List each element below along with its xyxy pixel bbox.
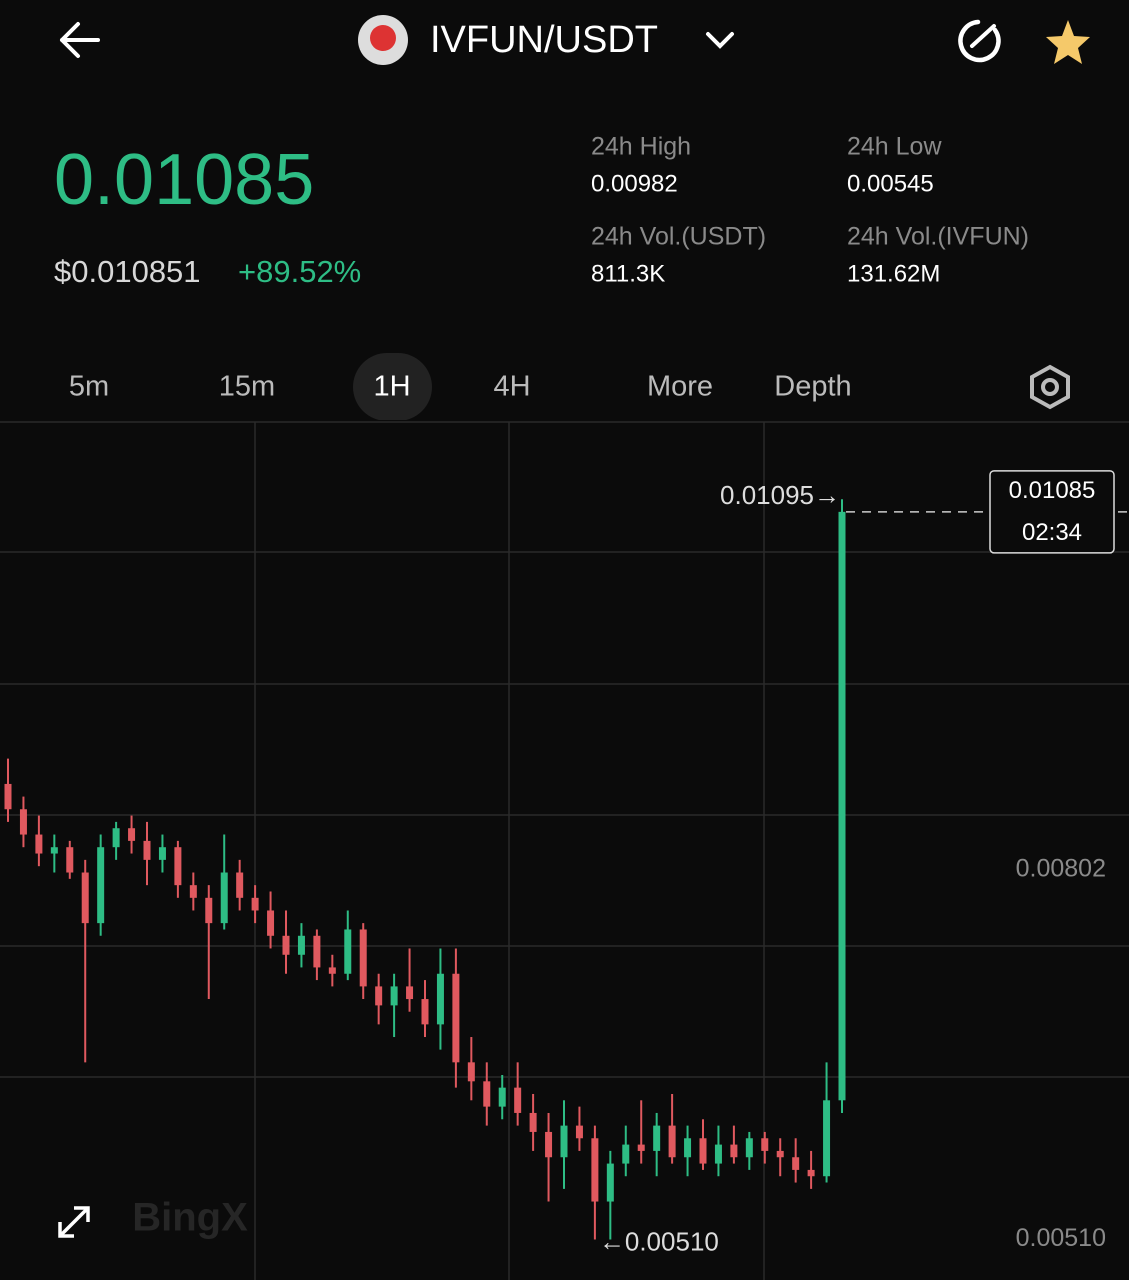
- last-price-label: 0.01085: [1009, 477, 1096, 504]
- last-price-box: [989, 470, 1115, 554]
- favorite-star[interactable]: [1046, 20, 1090, 64]
- candle-body: [81, 872, 89, 924]
- candle-body: [128, 828, 136, 841]
- stat-label: 24h Low: [847, 133, 942, 161]
- candle-body: [483, 1081, 491, 1107]
- candle-body: [514, 1087, 522, 1113]
- header-area: IVFUN/USDT 0.01085 $0.010851 +89.52% 24h…: [54, 15, 1090, 420]
- candle-body: [189, 885, 197, 898]
- candle-body: [467, 1062, 475, 1082]
- candle-body: [251, 897, 259, 911]
- candle-body: [158, 847, 166, 860]
- depth-tab[interactable]: Depth: [774, 371, 851, 403]
- candle-body: [807, 1169, 815, 1177]
- settings-icon-center: [1041, 378, 1059, 396]
- price-change: +89.52%: [238, 254, 361, 289]
- candle-body: [529, 1112, 537, 1132]
- pair-dropdown[interactable]: [706, 32, 734, 49]
- refresh-icon-hand: [970, 24, 996, 48]
- high-annotation: 0.01095→: [720, 480, 840, 510]
- candle-body: [344, 929, 352, 974]
- candle-body: [4, 783, 12, 810]
- interval-tab[interactable]: 4H: [493, 371, 530, 403]
- candle-body: [112, 828, 120, 848]
- stat-value: 0.00982: [591, 170, 678, 197]
- candle-body: [745, 1138, 753, 1158]
- candle-body: [205, 897, 213, 924]
- candle-body: [436, 973, 444, 1025]
- candle-body: [143, 840, 151, 860]
- candle-body: [50, 847, 58, 854]
- low-annotation: ←0.00510: [599, 1226, 719, 1256]
- y-tick-label: 0.00802: [1016, 855, 1106, 883]
- stat-value: 811.3K: [591, 260, 665, 287]
- coin-avatar-face: [370, 25, 396, 51]
- candle-body: [684, 1138, 692, 1158]
- candle-body: [637, 1144, 645, 1151]
- back-button[interactable]: [60, 22, 100, 58]
- candle-body: [297, 935, 305, 955]
- candle-body: [220, 872, 228, 924]
- candle-body: [97, 847, 105, 924]
- candle-countdown: 02:34: [1022, 519, 1082, 546]
- candle-body: [19, 809, 27, 835]
- candle-body: [575, 1125, 583, 1139]
- candle-body: [714, 1144, 722, 1164]
- candle-body: [66, 847, 74, 873]
- y-tick-label: 0.00510: [1016, 1224, 1106, 1252]
- pair-title[interactable]: IVFUN/USDT: [430, 19, 658, 61]
- candle-body: [359, 929, 367, 987]
- candle-body: [545, 1131, 553, 1158]
- candle-body: [730, 1144, 738, 1158]
- candle-body: [498, 1087, 506, 1107]
- stat-label: 24h High: [591, 133, 691, 161]
- candle-body: [452, 973, 460, 1063]
- grid: [0, 421, 1129, 1280]
- candle-body: [776, 1150, 784, 1158]
- candle-body: [838, 511, 846, 1101]
- candle-body: [421, 999, 429, 1025]
- stat-value: 0.00545: [847, 170, 934, 197]
- active-tab-bg: [353, 353, 432, 420]
- settings-icon[interactable]: [1030, 364, 1070, 410]
- candle-body: [328, 967, 336, 974]
- candle-body: [823, 1100, 831, 1177]
- candle-body: [761, 1138, 769, 1151]
- candle-body: [267, 910, 275, 936]
- usd-price: $0.010851: [54, 254, 201, 289]
- candle-body: [313, 935, 321, 968]
- candle-body: [174, 847, 182, 886]
- watermark: BingX: [132, 1196, 248, 1240]
- candle-body: [653, 1125, 661, 1151]
- candle-body: [668, 1125, 676, 1158]
- candle-body: [792, 1157, 800, 1170]
- interval-tab[interactable]: 5m: [69, 371, 109, 403]
- candle-body: [375, 986, 383, 1006]
- refresh-icon[interactable]: [958, 19, 1001, 63]
- candle-body: [35, 834, 43, 854]
- stat-label: 24h Vol.(USDT): [591, 223, 766, 251]
- interval-tab[interactable]: 15m: [219, 371, 275, 403]
- candle-body: [282, 935, 290, 955]
- candle-body: [560, 1125, 568, 1158]
- interval-tab[interactable]: 1H: [373, 371, 410, 403]
- stat-value: 131.62M: [847, 260, 940, 287]
- more-tab[interactable]: More: [647, 371, 713, 403]
- fullscreen-icon[interactable]: [58, 1206, 90, 1238]
- stat-label: 24h Vol.(IVFUN): [847, 223, 1029, 251]
- candle-body: [622, 1144, 630, 1164]
- candle-body: [406, 986, 414, 1000]
- candle-body: [390, 986, 398, 1006]
- last-price: 0.01085: [54, 140, 314, 220]
- candle-body: [606, 1163, 614, 1202]
- candle-body: [699, 1138, 707, 1164]
- candle-body: [591, 1138, 599, 1202]
- candle-body: [236, 872, 244, 898]
